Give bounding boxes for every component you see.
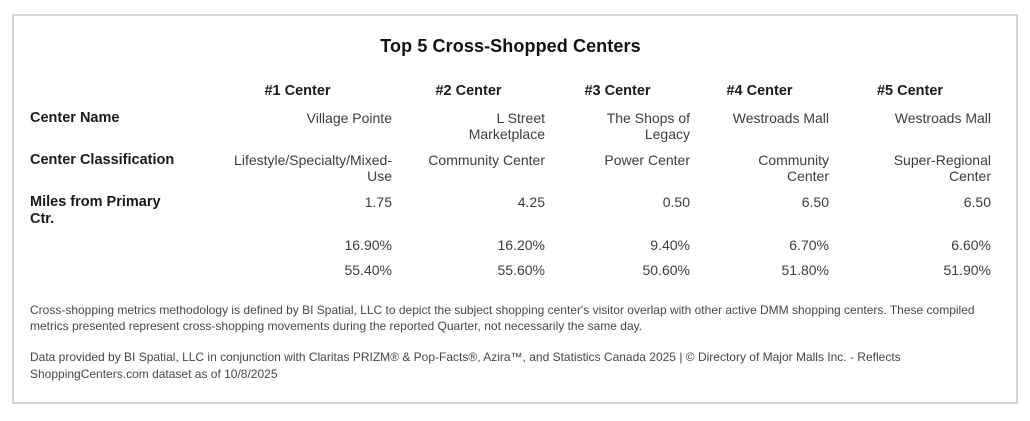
cell-value: 4.25 — [517, 193, 545, 210]
report-panel: Top 5 Cross-Shopped Centers #1 Center #2… — [12, 14, 1018, 404]
cell-value: 16.90% — [344, 236, 392, 253]
cell-value: 51.90% — [943, 262, 991, 279]
panel-title: Top 5 Cross-Shopped Centers — [380, 36, 641, 56]
table-row-center-classification: Center Classification Lifestyle/Specialt… — [30, 152, 991, 194]
row-label — [30, 237, 203, 263]
cell-value: 1.75 — [364, 193, 392, 210]
column-header-3: #3 Center — [584, 83, 651, 99]
table-row-miles-from-primary: Miles from Primary Ctr. 1.75 4.25 0.50 6… — [30, 194, 991, 237]
data-source-footnote: Data provided by BI Spatial, LLC in conj… — [30, 350, 901, 381]
cell-value: Community Center — [758, 151, 829, 185]
cell-value: 6.50 — [963, 193, 991, 210]
cell-value: 55.40% — [344, 262, 392, 279]
corner-cell — [30, 83, 203, 110]
row-label: Center Name — [30, 109, 120, 126]
methodology-footnote: Cross-shopping metrics methodology is de… — [30, 302, 975, 334]
cell-value: 0.50 — [662, 193, 690, 210]
row-label — [30, 262, 203, 288]
cell-value: The Shops of Legacy — [606, 109, 690, 143]
cell-value: Super-Regional Center — [893, 151, 991, 185]
column-header-4: #4 Center — [726, 83, 793, 99]
cell-value: Lifestyle/Specialty/Mixed- Use — [234, 151, 392, 185]
table-row-metric-2: 55.40% 55.60% 50.60% 51.80% 51.90% — [30, 262, 991, 288]
cell-value: Power Center — [604, 151, 690, 168]
cell-value: 51.80% — [781, 262, 829, 279]
cell-value: 16.20% — [497, 236, 545, 253]
footnotes-section: Cross-shopping metrics methodology is de… — [30, 302, 991, 382]
column-header-5: #5 Center — [876, 83, 944, 99]
column-header-2: #2 Center — [435, 83, 502, 99]
column-header-1: #1 Center — [264, 83, 331, 99]
cell-value: Westroads Mall — [732, 109, 829, 126]
table-row-metric-1: 16.90% 16.20% 9.40% 6.70% 6.60% — [30, 237, 991, 263]
cell-value: Village Pointe — [306, 109, 392, 126]
cell-value: 6.70% — [789, 236, 829, 253]
cell-value: 6.50 — [801, 193, 829, 210]
table-header-row: #1 Center #2 Center #3 Center #4 Center … — [30, 83, 991, 110]
cell-value: Westroads Mall — [894, 109, 991, 126]
cell-value: Community Center — [428, 151, 545, 168]
cross-shopped-centers-table: #1 Center #2 Center #3 Center #4 Center … — [30, 83, 991, 288]
cell-value: L Street Marketplace — [468, 109, 545, 143]
cell-value: 9.40% — [650, 236, 690, 253]
cell-value: 55.60% — [497, 262, 545, 279]
cell-value: 6.60% — [951, 236, 991, 253]
row-label: Miles from Primary Ctr. — [30, 193, 161, 227]
table-row-center-name: Center Name Village Pointe L Street Mark… — [30, 110, 991, 152]
cell-value: 50.60% — [642, 262, 690, 279]
row-label: Center Classification — [30, 151, 175, 168]
